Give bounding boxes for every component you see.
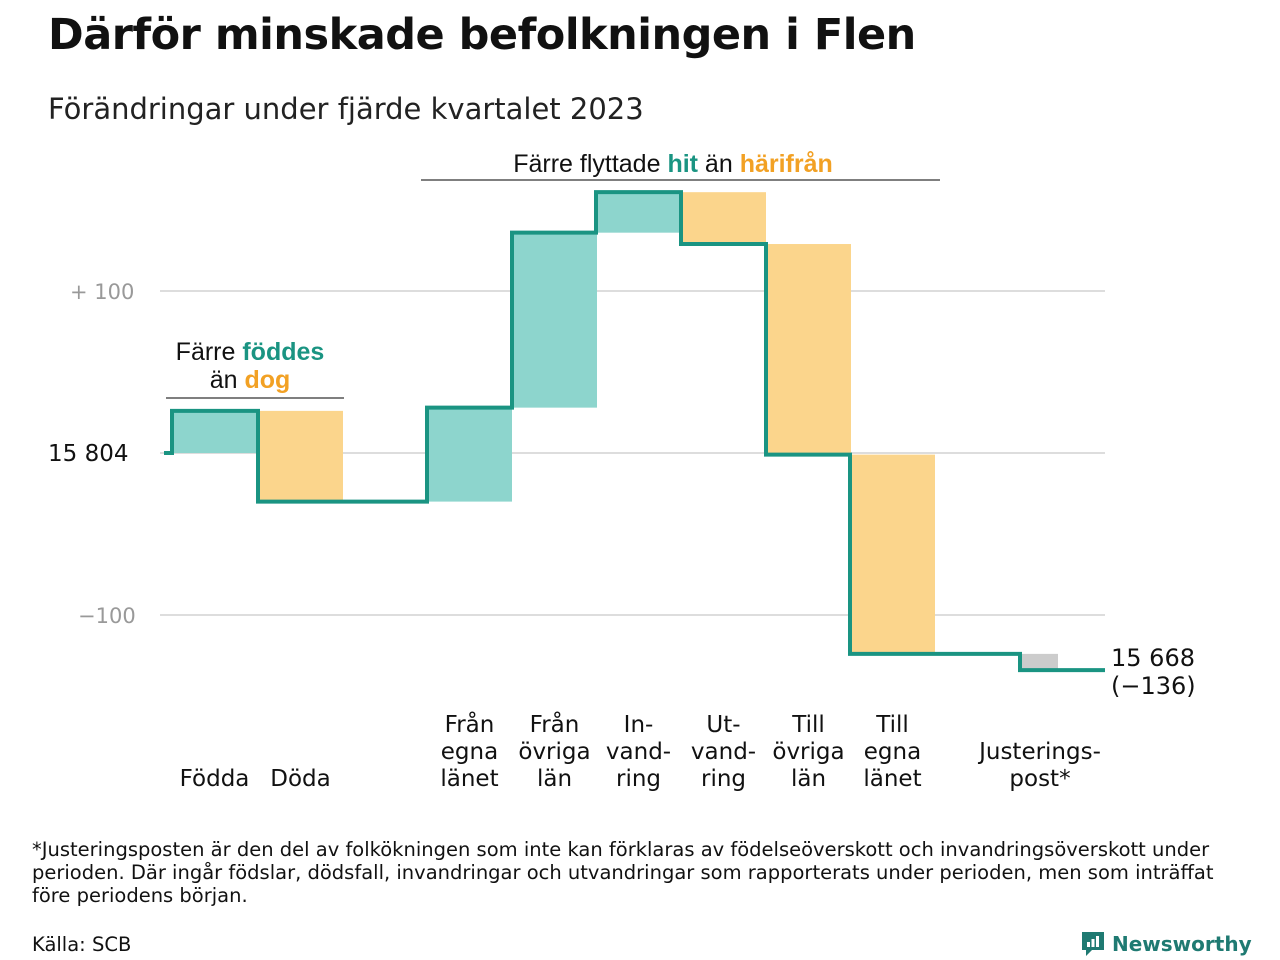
category-label: In-vand-ring xyxy=(606,712,671,792)
line-layer xyxy=(164,190,1105,673)
newsworthy-logo-icon xyxy=(1082,932,1104,956)
bar-decrease xyxy=(681,192,766,245)
label-layer: Födda Döda Från egna länet Från övriga länIn-va… xyxy=(180,644,1196,792)
births-annotation: Färre föddes xyxy=(176,338,325,366)
category-label: Till egna länet xyxy=(863,712,921,792)
category-label: Ut-vand-ring xyxy=(691,712,756,792)
population-step-line xyxy=(164,190,1105,673)
category-label: Födda xyxy=(180,766,250,792)
end-value-label: 15 668 xyxy=(1111,644,1195,672)
bar-increase xyxy=(172,410,257,453)
y-tick-label: −100 xyxy=(78,604,136,628)
category-label: Justerings-post* xyxy=(977,739,1101,792)
start-value-label: 15 804 xyxy=(48,441,128,467)
bar-increase xyxy=(427,407,512,502)
category-label: Från övriga län xyxy=(518,710,590,792)
chart-title: Därför minskade befolkningen i Flen xyxy=(48,10,916,60)
bar-layer xyxy=(172,192,1058,671)
moves-annotation: Färre flyttade hit än härifrån xyxy=(513,150,833,178)
bar-increase xyxy=(512,232,597,408)
waterfall-chart: + 100 15 804 −100 Födda Döda Från egna länet Fr… xyxy=(48,150,1196,792)
category-label: Från egna länet xyxy=(440,710,498,792)
births-annotation: än dog xyxy=(210,366,291,394)
brand-name: Newsworthy xyxy=(1112,932,1252,956)
source-credit: Källa: SCB xyxy=(32,933,132,956)
bar-adjustment xyxy=(1020,653,1058,671)
category-label: Till övriga län xyxy=(772,712,844,792)
end-change-label: (−136) xyxy=(1111,672,1196,700)
bar-decrease xyxy=(850,454,935,654)
bar-decrease xyxy=(766,244,851,455)
brand[interactable]: Newsworthy xyxy=(1080,929,1252,959)
footnote: *Justeringsposten är den del av folkökni… xyxy=(32,838,1214,907)
category-label: Döda xyxy=(270,766,330,792)
y-tick-label: + 100 xyxy=(70,280,134,304)
bar-increase xyxy=(596,192,681,233)
bar-decrease xyxy=(258,410,343,502)
chart-subtitle: Förändringar under fjärde kvartalet 2023 xyxy=(48,92,644,126)
